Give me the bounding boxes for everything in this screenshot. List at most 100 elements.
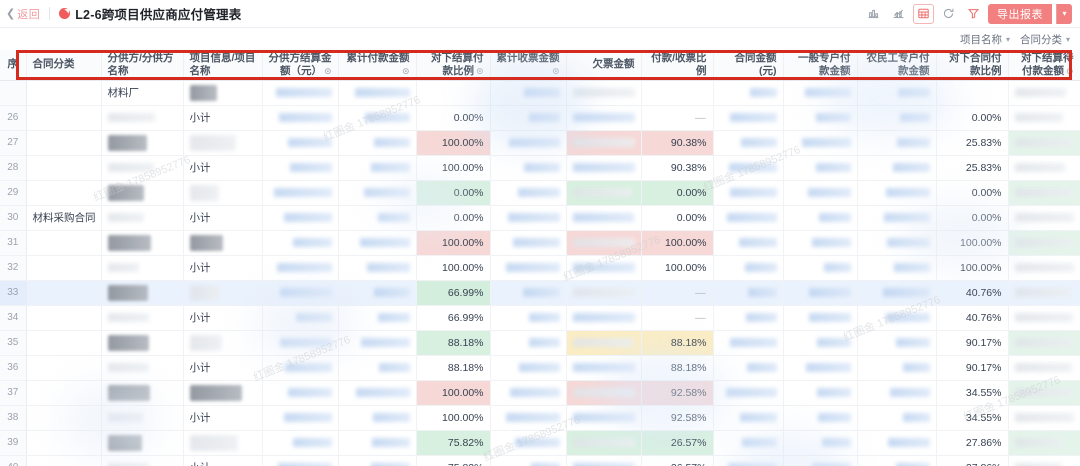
table-row[interactable]: 28 小计 100.00% 90.38% 25.83%	[0, 155, 1080, 181]
table-row[interactable]: 33 66.99% — 40.76%	[0, 280, 1080, 306]
column-header-supplier[interactable]: 分供方/分供方名称	[101, 50, 184, 81]
column-header-inv_amt[interactable]: 累计收票金额⊙	[490, 50, 567, 81]
column-header-contract[interactable]: 合同金额(元)	[713, 50, 784, 81]
table-row[interactable]: 30 材料采购合同 小计 0.00% 0.00% 0.00%	[0, 205, 1080, 231]
column-header-label: 分供方/分供方名称	[107, 51, 174, 77]
settlement-payment-ratio-cell: 88.18%	[416, 330, 491, 356]
table-row[interactable]: 26 小计 0.00% — 0.00%	[0, 105, 1080, 131]
table-row[interactable]: 27 100.00% 90.38% 25.83%	[0, 130, 1080, 156]
table-row[interactable]: 31 100.00% 100.00% 100.00%	[0, 230, 1080, 256]
row-number-cell: 38	[0, 405, 27, 431]
redacted-amount	[370, 463, 410, 466]
table-row[interactable]: 38 小计 100.00% 92.58% 34.55%	[0, 405, 1080, 431]
settlement-payment-ratio-cell: 66.99%	[416, 280, 491, 306]
migrant-account-payment-cell	[857, 180, 937, 206]
report-table-container[interactable]: 序合同分类 分供方/分供方名称 项目信息/项目名称 分供方结算金额（元） ⊙ 累计付款金额…	[0, 50, 1080, 466]
info-icon[interactable]: ⊙	[551, 65, 560, 76]
column-header-settle_amt[interactable]: 分供方结算金额（元） ⊙	[262, 50, 339, 81]
bar-chart-icon[interactable]	[863, 4, 884, 24]
column-header-ct_ratio[interactable]: 对下合同付款比例	[936, 50, 1009, 81]
settlement-payment-ratio-cell: 0.00%	[416, 105, 491, 131]
info-icon[interactable]: ⊙	[401, 65, 410, 76]
table-row[interactable]: 34 小计 66.99% — 40.76%	[0, 305, 1080, 331]
table-row[interactable]: 材料厂	[0, 80, 1080, 106]
redacted-amount	[283, 213, 332, 223]
payment-invoice-ratio-value: 100.00%	[665, 261, 707, 274]
table-row[interactable]: 29 0.00% 0.00% 0.00%	[0, 180, 1080, 206]
payment-invoice-ratio-cell: 0.00%	[641, 205, 714, 231]
table-row[interactable]: 36 小计 88.18% 88.18% 90.17%	[0, 355, 1080, 381]
redacted-amount	[1014, 313, 1073, 322]
paid-amount-cell	[338, 255, 417, 281]
column-header-to_pay[interactable]: 对下结算待付款金额 ⊙	[1008, 50, 1080, 81]
column-header-label: 序	[7, 58, 19, 71]
table-row[interactable]: 39 75.82% 26.57% 27.86%	[0, 430, 1080, 456]
column-header-category[interactable]: 合同分类	[26, 50, 102, 81]
row-number: 37	[7, 387, 19, 398]
owed-invoice-amount-cell	[566, 205, 642, 231]
redacted-amount	[279, 338, 332, 348]
settlement-payment-ratio-value: 100.00%	[442, 411, 484, 424]
supplier-cell	[101, 205, 184, 231]
general-account-payment-cell	[783, 380, 858, 406]
table-row[interactable]: 35 88.18% 88.18% 90.17%	[0, 330, 1080, 356]
contract-payment-ratio-cell	[936, 80, 1009, 106]
back-button[interactable]: ❮ 返回	[6, 6, 40, 22]
migrant-account-payment-cell	[857, 205, 937, 231]
redacted-amount	[1014, 463, 1062, 466]
redacted-amount	[512, 238, 560, 248]
filter-contract-category[interactable]: 合同分类 ▾	[1020, 32, 1070, 47]
pending-payment-inner	[1009, 206, 1080, 230]
pending-payment-inner	[1009, 331, 1080, 355]
redacted-supplier	[107, 184, 144, 201]
column-header-mig_acct[interactable]: 农民工专户付款金额	[857, 50, 937, 81]
redacted-amount	[729, 338, 777, 348]
invoice-amount-cell	[490, 180, 567, 206]
redacted-supplier	[107, 134, 147, 151]
migrant-account-payment-cell	[857, 330, 937, 356]
invoice-amount-cell	[490, 130, 567, 156]
redacted-amount	[739, 413, 777, 423]
redacted-project	[189, 434, 238, 451]
row-number-cell: 34	[0, 305, 27, 331]
column-header-num[interactable]: 序	[0, 50, 27, 81]
line-chart-icon[interactable]	[888, 4, 909, 24]
settlement-payment-ratio-cell: 0.00%	[416, 205, 491, 231]
redacted-amount	[896, 138, 930, 148]
contract-payment-ratio-cell: 0.00%	[936, 105, 1009, 131]
redacted-amount	[509, 388, 560, 398]
pending-payment-inner	[1009, 106, 1080, 130]
settlement-payment-ratio-cell: 100.00%	[416, 155, 491, 181]
column-header-gen_acct[interactable]: 一般专户付款金额	[783, 50, 858, 81]
filter-project-name[interactable]: 项目名称 ▾	[960, 32, 1010, 47]
settlement-amount-cell	[262, 305, 339, 331]
column-header-paid_amt[interactable]: 累计付款金额⊙	[338, 50, 417, 81]
export-report-button[interactable]: 导出报表	[988, 3, 1052, 24]
export-dropdown-caret-icon[interactable]: ▾	[1056, 3, 1072, 24]
contract-amount-cell	[713, 380, 784, 406]
info-icon[interactable]: ⊙	[323, 65, 332, 76]
column-header-pay_ratio[interactable]: 对下结算付款比例 ⊙	[416, 50, 491, 81]
column-header-project[interactable]: 项目信息/项目名称	[183, 50, 263, 81]
info-icon[interactable]: ⊙	[475, 65, 484, 76]
redacted-amount	[572, 338, 633, 347]
refresh-icon[interactable]	[938, 4, 959, 24]
table-row[interactable]: 37 100.00% 92.58% 34.55%	[0, 380, 1080, 406]
table-row[interactable]: 32 小计 100.00% 100.00% 100.00%	[0, 255, 1080, 281]
redacted-amount	[507, 213, 560, 223]
pending-payment-inner	[1009, 181, 1080, 205]
info-icon[interactable]: ⊙	[1065, 65, 1074, 76]
redacted-amount	[572, 463, 635, 466]
migrant-account-payment-cell	[857, 255, 937, 281]
paid-amount-cell	[338, 305, 417, 331]
redacted-amount	[295, 313, 332, 323]
column-header-pay_inv_rt[interactable]: 付款/收票比例	[641, 50, 714, 81]
filter-icon[interactable]	[963, 4, 984, 24]
table-grid-icon[interactable]	[913, 3, 934, 24]
pending-payment-amount-cell	[1008, 80, 1080, 106]
row-number-cell: 31	[0, 230, 27, 256]
invoice-amount-cell	[490, 105, 567, 131]
redacted-supplier	[107, 363, 149, 373]
table-row[interactable]: 40 小计 75.82% 26.57% 27.86%	[0, 455, 1080, 466]
column-header-owe_inv[interactable]: 欠票金额	[566, 50, 642, 81]
